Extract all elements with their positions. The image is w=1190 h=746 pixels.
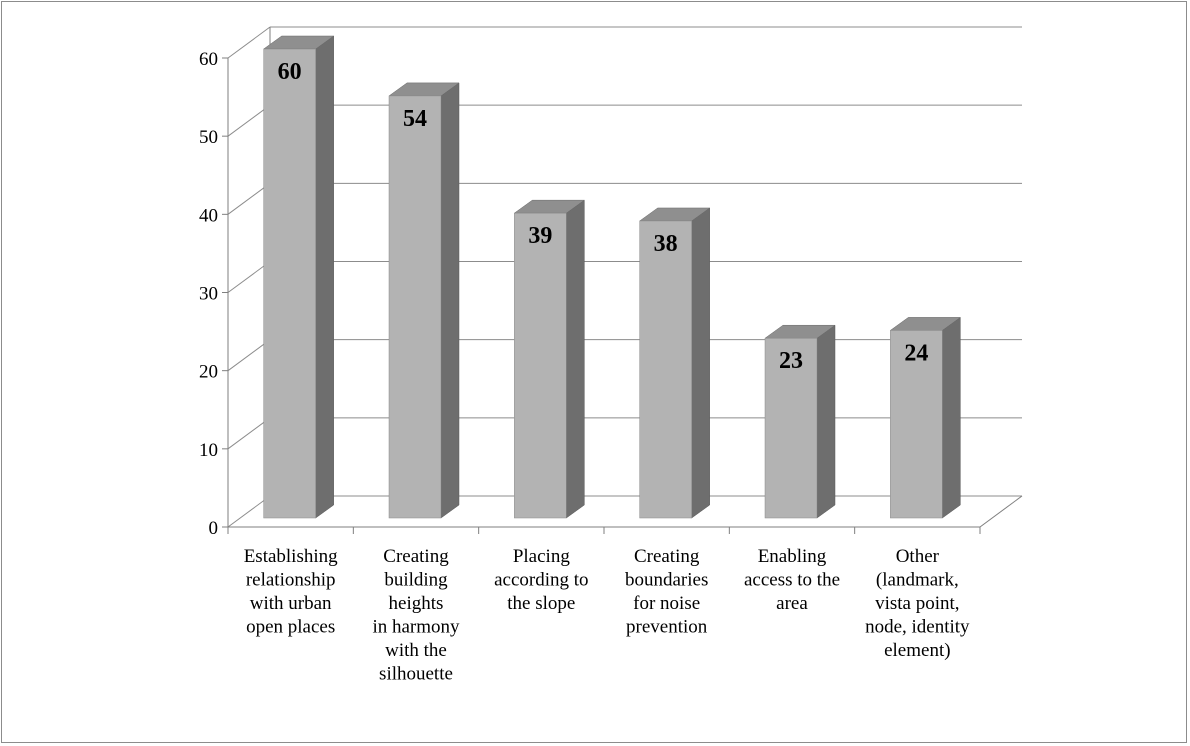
x-tick-label-line: Establishing [244, 546, 338, 567]
x-tick-label-line: silhouette [379, 664, 453, 685]
data-label: 54 [403, 106, 427, 132]
x-tick-label: Creating building heights in harmony with th… [372, 546, 460, 685]
x-tick-label: Creating boundaries for noise prevention [625, 546, 708, 638]
x-tick-label: Placing according to the slope [494, 546, 588, 614]
x-tick-label-line: area [776, 593, 808, 614]
bar-side [566, 199, 585, 519]
bar-front [263, 48, 316, 519]
x-tick-label: Establishing relationship with urban open p… [244, 546, 338, 638]
x-tick-label-line: Other [896, 546, 940, 567]
bar [764, 324, 836, 519]
y-tick-label: 40 [199, 205, 218, 226]
x-tick-label-line: access to the [744, 570, 840, 591]
x-tick-label-line: Enabling [758, 546, 827, 567]
y-tick-label: 50 [199, 127, 218, 148]
bar-front [764, 337, 818, 519]
bar-side [816, 324, 836, 519]
bar [513, 199, 586, 519]
x-tick-label-line: with the [385, 640, 447, 661]
x-tick-label-line: building [384, 570, 448, 591]
x-tick-label-line: Placing [513, 546, 570, 567]
bar [638, 207, 711, 519]
data-label: 60 [278, 59, 302, 85]
bar [262, 35, 335, 519]
floor-right-edge [979, 495, 1023, 528]
x-tick-label-line: with urban [250, 593, 332, 614]
gridline-diagonal [227, 104, 271, 137]
y-tick-label: 10 [199, 440, 218, 461]
bar-front [890, 330, 943, 519]
x-tick-label-line: the slope [507, 593, 575, 614]
gridline-diagonal [227, 261, 271, 293]
x-tick-label-line: for noise [633, 593, 700, 614]
bar-side [691, 207, 710, 519]
x-tick-label-line: relationship [246, 570, 336, 591]
gridline-diagonal [227, 339, 271, 372]
bar-front [388, 95, 442, 519]
x-tick-label-line: boundaries [625, 570, 708, 591]
gridline-diagonal [227, 26, 271, 59]
bar-side [440, 82, 460, 519]
y-tick-label: 0 [209, 518, 219, 539]
bar [889, 316, 962, 519]
bars-layer [262, 35, 962, 519]
x-tick-label-line: Creating [634, 546, 700, 567]
bar-front [639, 220, 692, 519]
y-tick-label: 30 [199, 284, 218, 305]
x-tick-label-line: heights [389, 593, 444, 614]
y-tick-label: 20 [199, 362, 218, 383]
x-tick-label-line: element) [884, 640, 950, 661]
gridline-diagonal [227, 495, 271, 528]
bar-front [514, 212, 567, 519]
x-tick-label-line: vista point, [875, 593, 959, 614]
x-tick-label-line: (landmark, [876, 570, 959, 591]
x-tick-label-line: node, identity [865, 617, 970, 638]
bar-side [315, 35, 334, 519]
bar-side [942, 316, 961, 519]
bar [388, 82, 460, 519]
x-tick-label-line: in harmony [372, 617, 460, 638]
x-tick-label: Enabling access to the area [744, 546, 840, 614]
data-label: 24 [904, 340, 928, 366]
data-label: 23 [779, 348, 803, 374]
gridline-diagonal [227, 182, 271, 215]
x-tick-label-line: Creating [383, 546, 449, 567]
x-tick-label-line: open places [246, 617, 335, 638]
gridline-diagonal [227, 417, 271, 450]
data-label: 38 [654, 231, 678, 257]
y-tick-label: 60 [199, 49, 218, 70]
x-tick-label-line: prevention [626, 617, 708, 638]
x-tick-label: Other (landmark, vista point, node, identit… [865, 546, 970, 661]
data-label: 39 [528, 223, 552, 249]
x-tick-label-line: according to [494, 570, 588, 591]
